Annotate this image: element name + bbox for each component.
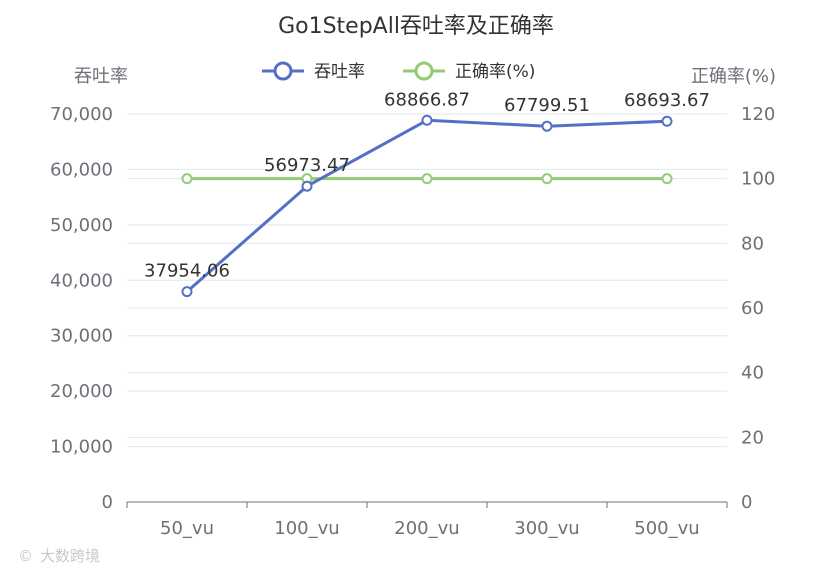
legend-label-throughput: 吞吐率	[314, 62, 365, 82]
data-labels: 37954.06 56973.47 68866.87 67799.51 68693.67	[144, 89, 710, 281]
series-line-throughput	[186, 118, 668, 293]
data-point-accuracy[interactable]	[541, 173, 553, 185]
watermark-logo-icon: ©	[18, 547, 33, 565]
x-axis-tick-label: 200_vu	[394, 518, 459, 539]
y-right-tick-label: 40	[741, 363, 764, 384]
data-point-accuracy[interactable]	[661, 173, 673, 185]
x-axis-tick-label: 100_vu	[274, 518, 339, 539]
y-right-tick-label: 80	[741, 233, 764, 254]
x-axis-ticks	[126, 502, 728, 508]
data-point-throughput[interactable]	[301, 180, 313, 192]
watermark-text: 大数跨境	[40, 547, 100, 565]
y-left-tick-label: 20,000	[50, 381, 113, 402]
y-left-tick-label: 40,000	[50, 270, 113, 291]
y-left-tick-label: 10,000	[50, 437, 113, 458]
data-label-throughput: 67799.51	[504, 95, 590, 116]
legend-marker-throughput	[273, 61, 293, 81]
x-axis-tick-label: 50_vu	[160, 518, 214, 539]
data-label-throughput: 68866.87	[384, 89, 470, 110]
y-right-tick-label: 60	[741, 298, 764, 319]
legend-marker-accuracy	[414, 61, 434, 81]
data-point-accuracy[interactable]	[181, 173, 193, 185]
y-left-tick-label: 0	[102, 492, 113, 513]
series	[181, 114, 673, 298]
y-left-tick-label: 30,000	[50, 326, 113, 347]
x-axis-tick-labels: 50_vu 100_vu 200_vu 300_vu 500_vu	[160, 518, 700, 539]
data-point-throughput[interactable]	[421, 114, 433, 126]
y-left-tick-label: 50,000	[50, 215, 113, 236]
y-left-tick-label: 70,000	[50, 104, 113, 125]
y-left-tick-labels: 0 10,000 20,000 30,000 40,000 50,000 60,000 70,…	[50, 104, 113, 513]
x-axis-tick-label: 500_vu	[634, 518, 699, 539]
legend[interactable]: 吞吐率 正确率(%)	[262, 61, 535, 82]
y-right-axis-label: 正确率(%)	[691, 66, 776, 87]
watermark: © 大数跨境	[18, 547, 100, 565]
data-point-throughput[interactable]	[181, 286, 193, 298]
chart-title: Go1StepAll吞吐率及正确率	[278, 14, 554, 39]
y-right-tick-label: 20	[741, 427, 764, 448]
data-point-throughput[interactable]	[661, 115, 673, 127]
data-label-throughput: 37954.06	[144, 261, 230, 282]
y-left-axis-label: 吞吐率	[74, 66, 128, 87]
x-axis-tick-label: 300_vu	[514, 518, 579, 539]
y-right-tick-label: 100	[741, 169, 775, 190]
legend-label-accuracy: 正确率(%)	[455, 62, 535, 82]
data-label-throughput: 68693.67	[624, 90, 710, 111]
y-right-tick-labels: 0 20 40 60 80 100 120	[741, 104, 775, 513]
data-point-throughput[interactable]	[541, 120, 553, 132]
legend-item-throughput[interactable]: 吞吐率	[262, 61, 365, 82]
y-right-tick-label: 0	[741, 492, 752, 513]
data-label-throughput: 56973.47	[264, 155, 350, 176]
y-left-tick-label: 60,000	[50, 159, 113, 180]
data-point-accuracy[interactable]	[421, 173, 433, 185]
y-right-tick-label: 120	[741, 104, 775, 125]
legend-item-accuracy[interactable]: 正确率(%)	[403, 61, 535, 82]
